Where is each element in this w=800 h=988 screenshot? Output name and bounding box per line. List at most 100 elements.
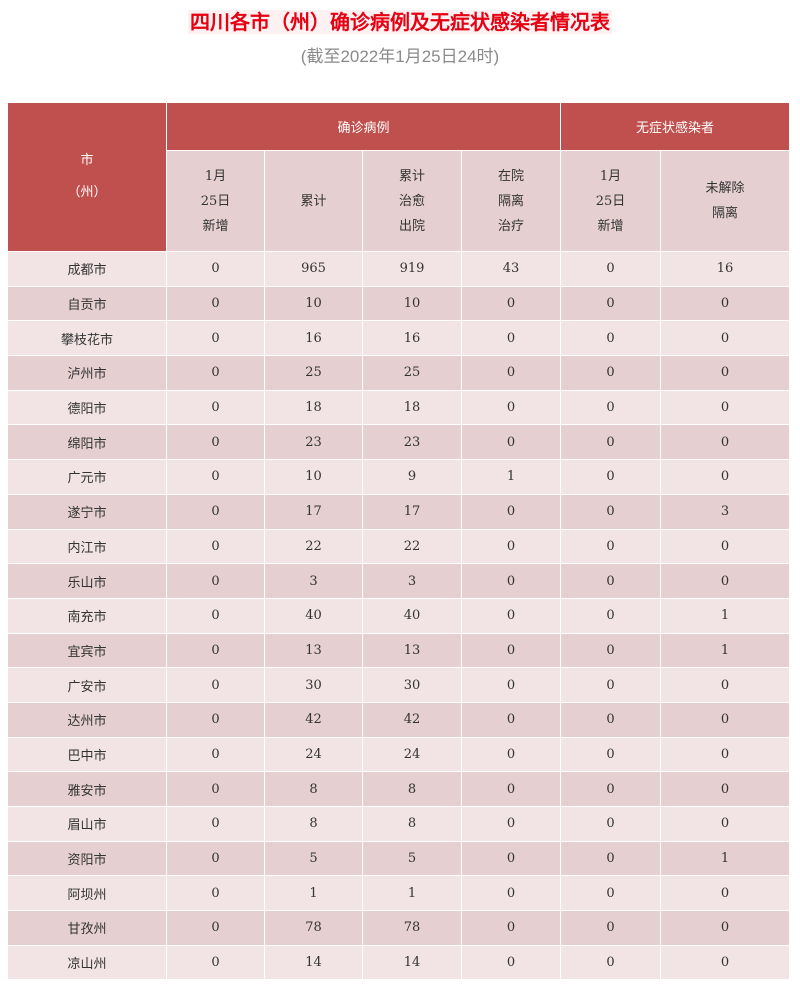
new-confirmed: 0	[166, 563, 265, 599]
new-confirmed: 0	[166, 389, 265, 426]
total-recovered: 25	[362, 355, 462, 391]
hospitalized: 0	[460, 736, 562, 773]
total-confirmed: 18	[264, 389, 363, 426]
new-asymptomatic: 0	[560, 459, 662, 495]
total-recovered: 5	[362, 840, 462, 877]
new-confirmed: 0	[166, 944, 265, 981]
total-recovered: 3	[362, 563, 462, 599]
city-name: 雅安市	[7, 771, 167, 807]
hospitalized: 43	[460, 251, 562, 287]
new-asymptomatic: 0	[560, 355, 662, 391]
new-confirmed: 0	[166, 667, 265, 703]
total-recovered: 8	[362, 771, 462, 807]
under-quarantine: 0	[660, 736, 791, 773]
new-asymptomatic: 0	[560, 493, 662, 530]
hospitalized: 0	[460, 355, 562, 391]
header-line: 累计	[300, 193, 327, 209]
new-confirmed: 0	[166, 528, 265, 565]
header-asymptomatic-group: 无症状感染者	[560, 102, 791, 151]
new-confirmed: 0	[166, 771, 265, 807]
new-confirmed: 0	[166, 910, 265, 946]
total-recovered: 23	[362, 424, 462, 461]
total-confirmed: 13	[264, 632, 363, 669]
header-total-confirmed: 累计	[264, 150, 363, 252]
total-recovered: 8	[362, 806, 462, 842]
total-recovered: 18	[362, 389, 462, 426]
total-confirmed: 30	[264, 667, 363, 703]
table-row: 广元市 0 10 9 1 0 0	[7, 459, 791, 495]
total-recovered: 14	[362, 944, 462, 981]
table-row: 乐山市 0 3 3 0 0 0	[7, 563, 791, 599]
header-line: 1月	[204, 168, 227, 184]
under-quarantine: 0	[660, 459, 791, 495]
hospitalized: 0	[460, 597, 562, 634]
total-recovered: 1	[362, 875, 462, 912]
new-confirmed: 0	[166, 251, 265, 287]
new-asymptomatic: 0	[560, 320, 662, 357]
table-row: 南充市 0 40 40 0 0 1	[7, 597, 791, 634]
total-recovered: 9	[362, 459, 462, 495]
city-name: 眉山市	[7, 806, 167, 842]
table-row: 成都市 0 965 919 43 0 16	[7, 251, 791, 287]
total-confirmed: 10	[264, 285, 363, 322]
under-quarantine: 0	[660, 424, 791, 461]
total-confirmed: 78	[264, 910, 363, 946]
hospitalized: 0	[460, 424, 562, 461]
header-city: 市 （州）	[7, 102, 167, 252]
new-confirmed: 0	[166, 320, 265, 357]
under-quarantine: 16	[660, 251, 791, 287]
total-recovered: 16	[362, 320, 462, 357]
new-asymptomatic: 0	[560, 771, 662, 807]
total-confirmed: 42	[264, 701, 363, 738]
new-confirmed: 0	[166, 597, 265, 634]
header-hospitalized: 在院 隔离 治疗	[460, 150, 562, 252]
total-confirmed: 24	[264, 736, 363, 773]
total-recovered: 13	[362, 632, 462, 669]
city-name: 德阳市	[7, 389, 167, 426]
total-confirmed: 3	[264, 563, 363, 599]
header-line: 出院	[398, 218, 425, 234]
under-quarantine: 0	[660, 355, 791, 391]
total-confirmed: 8	[264, 771, 363, 807]
new-confirmed: 0	[166, 875, 265, 912]
new-confirmed: 0	[166, 736, 265, 773]
total-recovered: 22	[362, 528, 462, 565]
header-line: 25日	[595, 193, 626, 209]
new-asymptomatic: 0	[560, 875, 662, 912]
city-name: 自贡市	[7, 285, 167, 322]
table-row: 眉山市 0 8 8 0 0 0	[7, 806, 791, 842]
city-name: 宜宾市	[7, 632, 167, 669]
city-name: 泸州市	[7, 355, 167, 391]
total-recovered: 10	[362, 285, 462, 322]
new-confirmed: 0	[166, 355, 265, 391]
header-line: 治愈	[398, 193, 425, 209]
header-line: 新增	[202, 218, 229, 234]
title-text: 四川各市（州）确诊病例及无症状感染者情况表	[188, 10, 612, 34]
hospitalized: 0	[460, 875, 562, 912]
hospitalized: 0	[460, 528, 562, 565]
table-row: 雅安市 0 8 8 0 0 0	[7, 771, 791, 807]
new-confirmed: 0	[166, 493, 265, 530]
under-quarantine: 0	[660, 806, 791, 842]
total-confirmed: 40	[264, 597, 363, 634]
new-asymptomatic: 0	[560, 632, 662, 669]
header-city-line: （州）	[67, 185, 107, 200]
city-name: 资阳市	[7, 840, 167, 877]
hospitalized: 0	[460, 563, 562, 599]
table-row: 达州市 0 42 42 0 0 0	[7, 701, 791, 738]
hospitalized: 0	[460, 285, 562, 322]
table-row: 攀枝花市 0 16 16 0 0 0	[7, 320, 791, 357]
table-row: 遂宁市 0 17 17 0 0 3	[7, 493, 791, 530]
hospitalized: 0	[460, 320, 562, 357]
new-asymptomatic: 0	[560, 667, 662, 703]
new-asymptomatic: 0	[560, 251, 662, 287]
total-recovered: 919	[362, 251, 462, 287]
city-name: 攀枝花市	[7, 320, 167, 357]
city-name: 广元市	[7, 459, 167, 495]
new-asymptomatic: 0	[560, 944, 662, 981]
total-confirmed: 23	[264, 424, 363, 461]
header-line: 在院	[498, 168, 525, 184]
new-asymptomatic: 0	[560, 910, 662, 946]
city-name: 乐山市	[7, 563, 167, 599]
total-confirmed: 1	[264, 875, 363, 912]
